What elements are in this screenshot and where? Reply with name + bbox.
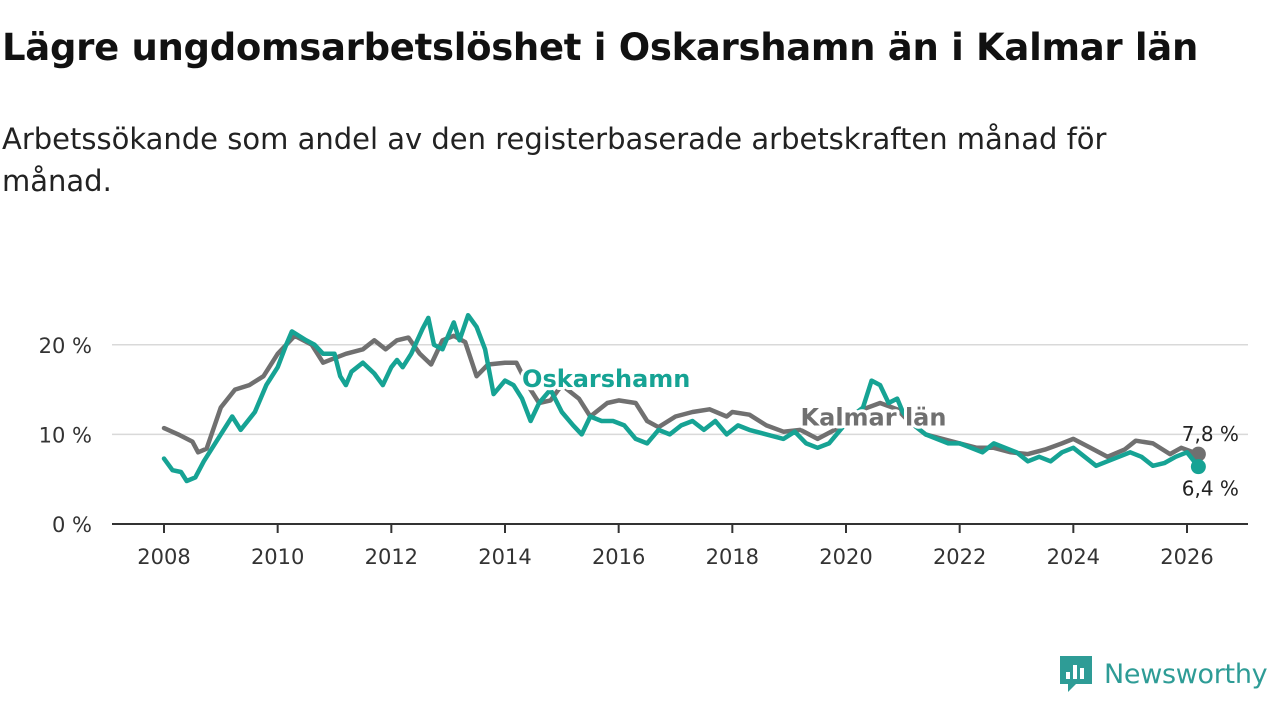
x-tick-label: 2012: [365, 545, 418, 569]
x-tick-label: 2024: [1047, 545, 1100, 569]
series-name-label: Oskarshamn: [522, 365, 690, 393]
x-tick-label: 2016: [592, 545, 645, 569]
y-tick-label: 0 %: [52, 513, 92, 537]
series-labels: 7,8 % 6,4 % Oskarshamn Kalmar län: [519, 362, 1239, 501]
chart-subtitle: Arbetssökande som andel av den registerb…: [2, 122, 1107, 198]
end-point-marker: [1190, 446, 1206, 462]
x-tick-label: 2018: [706, 545, 759, 569]
x-tick-label: 2014: [478, 545, 531, 569]
y-tick-label: 20 %: [39, 334, 92, 358]
x-tick-label: 2022: [933, 545, 986, 569]
end-point-marker: [1190, 459, 1206, 475]
end-value-label: 6,4 %: [1182, 477, 1239, 501]
series-lines: [161, 312, 1206, 484]
x-tick-label: 2008: [137, 545, 190, 569]
x-tick-label: 2026: [1160, 545, 1213, 569]
newsworthy-logo-text: Newsworthy: [1104, 658, 1268, 690]
y-tick-label: 10 %: [39, 423, 92, 447]
newsworthy-logo: Newsworthy: [1058, 654, 1268, 694]
series-name-label: Kalmar län: [801, 403, 947, 431]
chart-title: Lägre ungdomsarbetslöshet i Oskarshamn ä…: [2, 26, 1199, 69]
series-line-oskarshamn: [161, 312, 1201, 484]
end-value-label: 7,8 %: [1182, 422, 1239, 446]
gridlines: 0 % 10 % 20 %: [39, 334, 1248, 537]
x-axis: 2008 2010 2012 2014 2016 2018 2020 2022 2024 2026: [112, 523, 1248, 569]
newsworthy-logo-icon: [1060, 656, 1092, 692]
x-tick-label: 2010: [251, 545, 304, 569]
x-tick-label: 2020: [819, 545, 872, 569]
series-line-kalmar-l-n: [161, 333, 1201, 460]
